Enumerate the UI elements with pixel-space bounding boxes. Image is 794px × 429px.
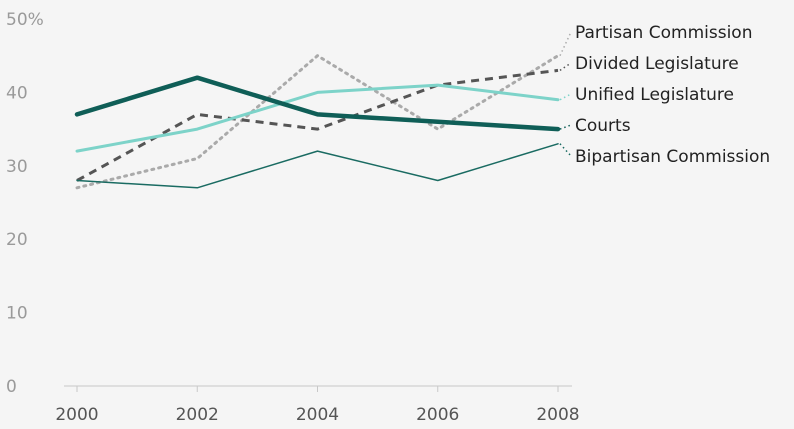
leader-line-bipartisan-commission xyxy=(559,143,572,157)
series-label-courts: Courts xyxy=(575,116,631,136)
x-tick-label-2002: 2002 xyxy=(176,405,219,425)
y-tick-label-30: 30 xyxy=(6,157,28,177)
series-label-unified-legislature: Unified Legislature xyxy=(575,85,734,105)
y-tick-label-50: 50% xyxy=(6,10,44,30)
x-tick-label-2004: 2004 xyxy=(296,405,339,425)
leader-line-unified-legislature xyxy=(559,93,572,101)
series-label-bipartisan-commission: Bipartisan Commission xyxy=(575,147,770,167)
y-tick-label-10: 10 xyxy=(6,304,28,324)
x-tick-label-2000: 2000 xyxy=(55,405,98,425)
series-line-partisan-commission xyxy=(75,54,560,190)
series-label-partisan-commission: Partisan Commission xyxy=(575,23,752,43)
series-lines xyxy=(74,54,561,190)
series-label-divided-legislature: Divided Legislature xyxy=(575,54,739,74)
y-tick-label-0: 0 xyxy=(6,377,17,397)
x-tick-label-2008: 2008 xyxy=(536,405,579,425)
y-tick-label-40: 40 xyxy=(6,83,28,103)
leader-line-courts xyxy=(559,124,572,130)
series-line-bipartisan-commission xyxy=(76,143,559,189)
x-axis: 2000 2002 2004 2006 2008 xyxy=(55,385,580,425)
series-line-courts xyxy=(74,75,561,132)
leader-line-divided-legislature xyxy=(559,62,572,72)
leader-line-partisan-commission xyxy=(559,31,572,57)
x-tick-label-2006: 2006 xyxy=(416,405,459,425)
series-line-unified-legislature xyxy=(75,83,560,153)
y-tick-label-20: 20 xyxy=(6,230,28,250)
y-axis: 0 10 20 30 40 50% xyxy=(6,10,44,397)
series-labels: Partisan Commission Divided Legislature Un… xyxy=(559,23,770,167)
